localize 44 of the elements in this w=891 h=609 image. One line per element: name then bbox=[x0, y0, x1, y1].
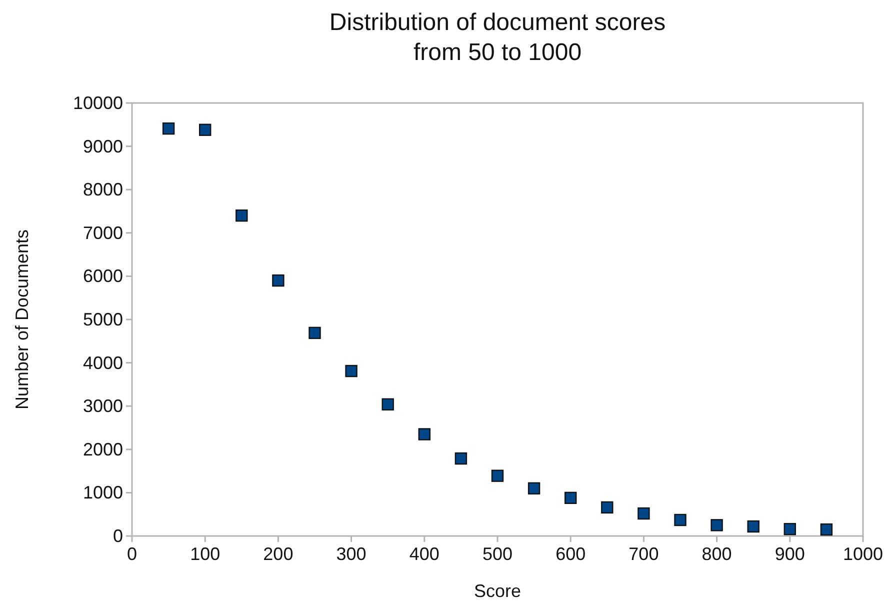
point bbox=[272, 274, 284, 287]
point bbox=[747, 520, 760, 533]
x-tick-label: 200 bbox=[263, 544, 294, 564]
x-tick-label: 400 bbox=[409, 544, 440, 564]
x-axis-title: Score bbox=[474, 581, 522, 601]
point bbox=[382, 398, 394, 410]
x-tick-label: 500 bbox=[482, 544, 513, 564]
x-tick-label: 900 bbox=[774, 544, 805, 564]
point bbox=[674, 514, 686, 526]
x-tick-label: 600 bbox=[556, 544, 586, 564]
y-tick-label: 10000 bbox=[72, 93, 123, 113]
point bbox=[638, 507, 650, 520]
y-tick-label: 2000 bbox=[82, 439, 123, 460]
point bbox=[601, 501, 614, 514]
chart-title: Distribution of document scores from 50 to 1000 bbox=[329, 9, 666, 66]
y-axis-title: Number of Documents bbox=[12, 229, 32, 410]
point bbox=[199, 124, 212, 136]
x-tick-label: 800 bbox=[702, 544, 732, 564]
y-tick-label: 3000 bbox=[82, 396, 123, 416]
point bbox=[528, 482, 540, 494]
point bbox=[784, 522, 796, 536]
y-tick-label: 6000 bbox=[82, 266, 123, 286]
x-tick-label: 300 bbox=[336, 544, 366, 564]
y-tick-label: 7000 bbox=[82, 222, 123, 243]
point bbox=[710, 519, 723, 532]
x-tick-label: 100 bbox=[190, 544, 220, 564]
point bbox=[820, 523, 833, 536]
y-tick-label: 5000 bbox=[82, 310, 123, 330]
y-tick-label: 8000 bbox=[82, 180, 123, 200]
y-tick-label: 0 bbox=[112, 526, 123, 546]
point bbox=[454, 452, 468, 465]
point bbox=[345, 364, 358, 378]
point bbox=[418, 428, 430, 440]
x-tick-label: 1000 bbox=[842, 544, 884, 564]
y-tick-label: 9000 bbox=[82, 136, 123, 156]
point bbox=[308, 326, 321, 340]
point bbox=[564, 492, 577, 504]
y-tick-label: 4000 bbox=[82, 352, 123, 373]
x-tick-label: 0 bbox=[126, 544, 138, 564]
y-tick-label: 1000 bbox=[82, 482, 123, 503]
x-tick-label: 700 bbox=[628, 544, 659, 564]
point bbox=[491, 470, 504, 482]
point bbox=[236, 209, 248, 222]
point bbox=[162, 122, 175, 135]
